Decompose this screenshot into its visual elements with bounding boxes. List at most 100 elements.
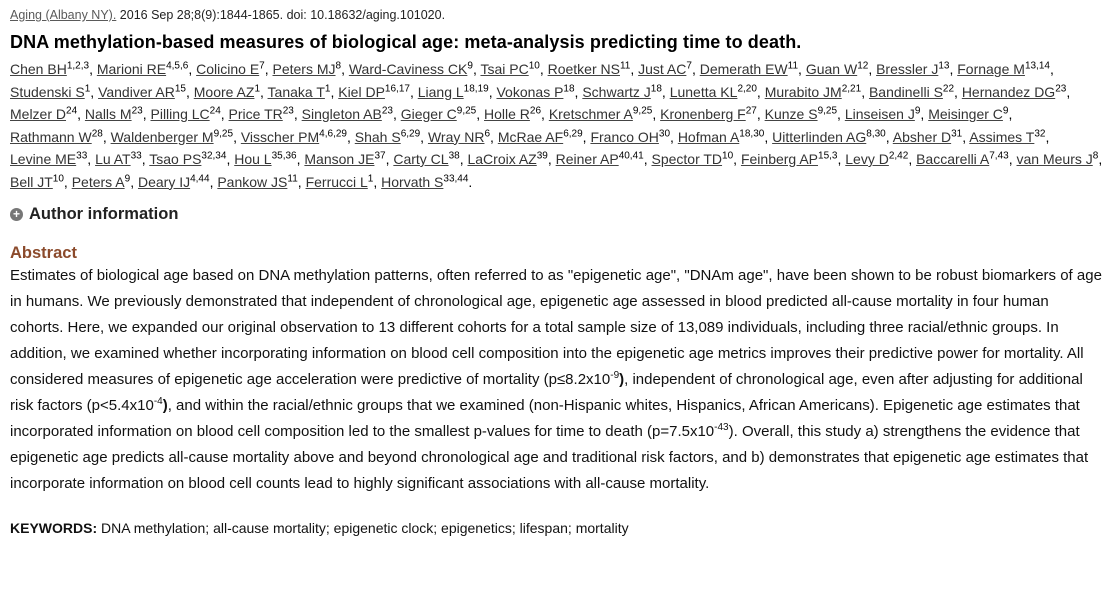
expand-plus-icon[interactable]: + bbox=[10, 208, 23, 221]
author-link[interactable]: Rathmann W bbox=[10, 128, 92, 145]
author-link[interactable]: Deary IJ bbox=[137, 173, 191, 190]
author-link[interactable]: Marioni RE bbox=[96, 61, 167, 77]
author-item: Studenski S1, bbox=[10, 82, 95, 100]
author-item: Feinberg AP15,3, bbox=[740, 150, 842, 167]
author-link[interactable]: Pilling LC bbox=[150, 106, 210, 122]
citation-details: 2016 Sep 28;8(9):1844-1865. doi: 10.1863… bbox=[116, 8, 446, 22]
author-link[interactable]: Lunetta KL bbox=[669, 83, 738, 100]
author-link[interactable]: Hofman A bbox=[677, 128, 740, 145]
abstract-part-1: Estimates of biological age based on DNA… bbox=[10, 267, 1102, 388]
author-link[interactable]: Nalls M bbox=[84, 106, 132, 122]
author-item: Rathmann W28, bbox=[10, 127, 107, 145]
author-link[interactable]: Visscher PM bbox=[240, 128, 320, 145]
author-link[interactable]: Franco OH bbox=[590, 128, 659, 145]
author-link[interactable]: Ward-Caviness CK bbox=[348, 61, 468, 77]
author-item: McRae AF6,29, bbox=[497, 127, 587, 145]
author-affiliation: 9,25 bbox=[632, 105, 653, 117]
author-link[interactable]: Vokonas P bbox=[496, 83, 564, 100]
author-affiliation: 7,43 bbox=[989, 150, 1009, 162]
author-affiliation: 32 bbox=[1034, 127, 1046, 139]
author-item: Levine ME33, bbox=[10, 150, 92, 167]
author-link[interactable]: Chen BH bbox=[10, 61, 67, 77]
author-link[interactable]: Assimes T bbox=[969, 128, 1035, 145]
author-affiliation: 13,14 bbox=[1024, 60, 1050, 72]
author-link[interactable]: Kunze S bbox=[764, 106, 818, 122]
author-link[interactable]: Horvath S bbox=[381, 173, 444, 190]
author-link[interactable]: Holle R bbox=[484, 106, 530, 122]
author-link[interactable]: Schwartz J bbox=[582, 83, 651, 100]
author-link[interactable]: McRae AF bbox=[497, 128, 564, 145]
author-link[interactable]: Absher D bbox=[892, 128, 952, 145]
author-link[interactable]: Kretschmer A bbox=[548, 106, 633, 122]
author-link[interactable]: Studenski S bbox=[10, 83, 85, 100]
author-affiliation: 11 bbox=[787, 60, 799, 72]
author-link[interactable]: Hou L bbox=[234, 151, 272, 167]
author-link[interactable]: Carty CL bbox=[393, 151, 449, 167]
author-link[interactable]: van Meurs J bbox=[1016, 151, 1093, 167]
author-link[interactable]: Melzer D bbox=[10, 106, 67, 122]
author-link[interactable]: Waldenberger M bbox=[110, 128, 214, 145]
author-link[interactable]: Roetker NS bbox=[547, 61, 620, 77]
article-page: Aging (Albany NY). 2016 Sep 28;8(9):1844… bbox=[10, 8, 1105, 536]
author-link[interactable]: LaCroix AZ bbox=[467, 151, 537, 167]
author-affiliation: 33,44 bbox=[443, 172, 469, 184]
author-item: Vandiver AR15, bbox=[98, 82, 190, 100]
author-item: Meisinger C9, bbox=[928, 105, 1013, 122]
journal-link[interactable]: Aging (Albany NY). bbox=[10, 8, 117, 22]
author-link[interactable]: Meisinger C bbox=[928, 106, 1003, 122]
author-link[interactable]: Guan W bbox=[805, 61, 858, 77]
author-link[interactable]: Peters MJ bbox=[272, 61, 336, 77]
author-link[interactable]: Shah S bbox=[354, 128, 401, 145]
author-item: Manson JE37, bbox=[304, 150, 390, 167]
author-item: Nalls M23, bbox=[84, 105, 147, 122]
author-affiliation: 6,29 bbox=[400, 127, 421, 139]
author-link[interactable]: Spector TD bbox=[651, 151, 723, 167]
author-link[interactable]: Manson JE bbox=[304, 151, 375, 167]
author-link[interactable]: Tanaka T bbox=[267, 83, 325, 100]
author-link[interactable]: Hernandez DG bbox=[961, 83, 1056, 100]
author-affiliation: 18,19 bbox=[463, 82, 489, 94]
author-link[interactable]: Linseisen J bbox=[844, 106, 915, 122]
author-link[interactable]: Bandinelli S bbox=[868, 83, 943, 100]
author-link[interactable]: Peters A bbox=[71, 173, 125, 190]
author-link[interactable]: Bell JT bbox=[10, 173, 53, 190]
author-link[interactable]: Vandiver AR bbox=[98, 83, 175, 100]
author-link[interactable]: Uitterlinden AG bbox=[772, 128, 867, 145]
author-link[interactable]: Lu AT bbox=[95, 151, 131, 167]
author-link[interactable]: Colicino E bbox=[196, 61, 260, 77]
author-link[interactable]: Baccarelli A bbox=[916, 151, 990, 167]
author-link[interactable]: Singleton AB bbox=[301, 106, 382, 122]
author-link[interactable]: Levy D bbox=[845, 151, 889, 167]
author-link[interactable]: Murabito JM bbox=[764, 83, 842, 100]
author-link[interactable]: Kiel DP bbox=[338, 83, 385, 100]
author-affiliation: 16,17 bbox=[384, 82, 410, 94]
author-link[interactable]: Moore AZ bbox=[193, 83, 255, 100]
author-affiliation: 9 bbox=[467, 60, 473, 72]
author-link[interactable]: Tsao PS bbox=[149, 151, 202, 167]
author-item: Gieger C9,25, bbox=[400, 105, 481, 122]
author-item: Baccarelli A7,43, bbox=[916, 150, 1013, 167]
author-link[interactable]: Levine ME bbox=[10, 151, 77, 167]
author-link[interactable]: Ferrucci L bbox=[305, 173, 368, 190]
author-link[interactable]: Bressler J bbox=[876, 61, 939, 77]
author-link[interactable]: Just AC bbox=[638, 61, 687, 77]
author-affiliation: 2,42 bbox=[888, 150, 909, 162]
author-link[interactable]: Fornage M bbox=[957, 61, 1025, 77]
author-link[interactable]: Wray NR bbox=[427, 128, 485, 145]
author-affiliation: 23 bbox=[131, 105, 143, 117]
author-link[interactable]: Demerath EW bbox=[699, 61, 788, 77]
author-link[interactable]: Price TR bbox=[228, 106, 283, 122]
author-link[interactable]: Feinberg AP bbox=[740, 151, 819, 167]
author-item: Pankow JS11, bbox=[217, 172, 302, 190]
author-link[interactable]: Kronenberg F bbox=[660, 106, 746, 122]
author-link[interactable]: Tsai PC bbox=[480, 61, 529, 77]
author-affiliation: 15,3 bbox=[818, 150, 838, 162]
author-link[interactable]: Pankow JS bbox=[217, 173, 288, 190]
author-information-toggle[interactable]: + Author information bbox=[10, 205, 1105, 224]
author-list: Chen BH1,2,3, Marioni RE4,5,6, Colicino … bbox=[10, 60, 1103, 190]
author-item: Chen BH1,2,3, bbox=[10, 60, 93, 77]
author-link[interactable]: Gieger C bbox=[400, 106, 457, 122]
author-link[interactable]: Reiner AP bbox=[555, 151, 619, 167]
author-affiliation: 15 bbox=[174, 82, 186, 94]
author-link[interactable]: Liang L bbox=[417, 83, 464, 100]
